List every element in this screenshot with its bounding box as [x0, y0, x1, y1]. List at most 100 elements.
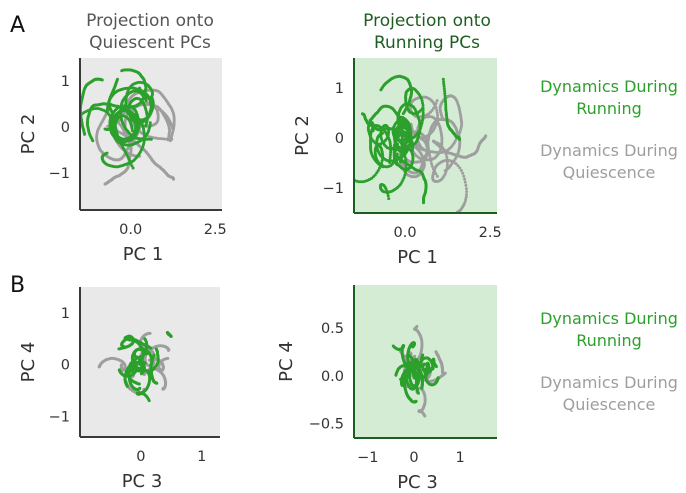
data-point — [421, 109, 425, 112]
data-point — [441, 371, 445, 375]
data-point — [386, 194, 390, 198]
data-point — [464, 183, 468, 187]
data-point — [103, 182, 107, 186]
col2-title-line1: Projection onto — [363, 11, 491, 31]
data-point — [421, 114, 425, 118]
plot-b-left: 0 110−1PC 3PC 4 — [18, 287, 220, 492]
data-point — [435, 99, 439, 103]
points-layer — [63, 68, 176, 186]
data-point — [143, 361, 147, 365]
data-point — [420, 119, 424, 123]
data-point — [125, 94, 129, 98]
data-point — [462, 174, 466, 178]
points-layer — [347, 74, 488, 213]
data-point — [436, 116, 439, 120]
data-point — [158, 137, 162, 141]
data-point — [167, 332, 171, 336]
points-layer — [97, 331, 173, 403]
data-point — [388, 153, 392, 157]
legend-a-quiescence-line2: Quiescence — [563, 163, 656, 182]
plot-a-right: 0.0 2.510−1PC 1PC 2 — [292, 58, 502, 268]
data-point — [422, 147, 426, 151]
legend-b-quiescence-line1: Dynamics During — [540, 373, 678, 392]
data-point — [350, 177, 353, 180]
legend-b-running-line2: Running — [576, 331, 642, 350]
y-tick-label: 0 — [61, 358, 70, 374]
x-tick-label: 0.0 — [119, 222, 142, 238]
data-point — [454, 162, 458, 166]
data-point — [444, 100, 448, 104]
data-point — [144, 124, 148, 128]
data-point — [65, 114, 68, 117]
col1-title-line1: Projection onto — [86, 11, 214, 31]
data-point — [404, 168, 408, 172]
data-point — [76, 117, 79, 120]
data-point — [421, 111, 425, 115]
data-point — [83, 132, 87, 136]
data-point — [443, 89, 447, 93]
col2-title-line2: Running PCs — [374, 33, 480, 53]
panel-letter-a: A — [10, 13, 25, 38]
legend-b-quiescence-line2: Quiescence — [563, 395, 656, 414]
data-point — [70, 129, 73, 132]
data-point — [172, 177, 175, 181]
data-point — [464, 198, 468, 202]
data-point — [413, 354, 417, 358]
data-point — [416, 391, 420, 395]
data-point — [459, 169, 463, 172]
data-point — [443, 94, 447, 98]
data-point — [148, 121, 152, 125]
data-point — [163, 137, 167, 141]
data-point — [124, 100, 128, 104]
data-point — [403, 155, 407, 159]
series-running — [117, 331, 173, 403]
data-point — [379, 88, 383, 92]
data-point — [137, 118, 141, 121]
data-point — [443, 92, 447, 95]
legend-a-quiescence-line1: Dynamics During — [540, 141, 678, 160]
data-point — [464, 187, 468, 191]
data-point — [460, 121, 464, 125]
x-axis-label: PC 1 — [123, 244, 164, 265]
data-point — [348, 175, 351, 178]
x-tick-label: 0.0 — [394, 225, 417, 241]
series-running — [347, 74, 462, 205]
data-point — [464, 195, 468, 199]
data-point — [423, 362, 427, 366]
data-point — [373, 173, 377, 177]
data-point — [70, 121, 73, 124]
data-point — [63, 112, 66, 115]
data-point — [445, 168, 449, 172]
y-tick-label: 1 — [61, 74, 70, 90]
data-point — [144, 99, 148, 103]
data-point — [105, 109, 109, 113]
y-axis-label: PC 2 — [18, 114, 39, 155]
data-point — [361, 112, 364, 116]
plot-a-left: 0.0 2.510−1PC 1PC 2 — [18, 58, 227, 265]
y-tick-label: −1 — [49, 409, 70, 425]
data-point — [404, 166, 408, 169]
data-point — [412, 376, 416, 380]
data-point — [463, 180, 467, 184]
data-point — [465, 193, 468, 197]
data-point — [421, 116, 425, 120]
data-point — [347, 172, 350, 175]
data-point — [458, 130, 462, 134]
data-point — [120, 363, 124, 367]
data-point — [445, 160, 449, 164]
data-point — [397, 115, 401, 119]
data-point — [124, 98, 128, 102]
data-point — [410, 149, 414, 153]
data-point — [442, 84, 446, 88]
data-point — [432, 106, 436, 110]
data-point — [400, 137, 404, 141]
data-point — [389, 151, 393, 154]
col1-title-line2: Quiescent PCs — [89, 33, 211, 53]
y-tick-label: 0 — [335, 131, 344, 147]
data-point — [444, 103, 448, 106]
data-point — [484, 134, 488, 138]
plot-b-right: −1 0 10.50.0−0.5PC 3PC 4 — [276, 285, 497, 493]
data-point — [388, 155, 392, 159]
data-point — [445, 163, 449, 167]
data-point — [459, 126, 463, 129]
